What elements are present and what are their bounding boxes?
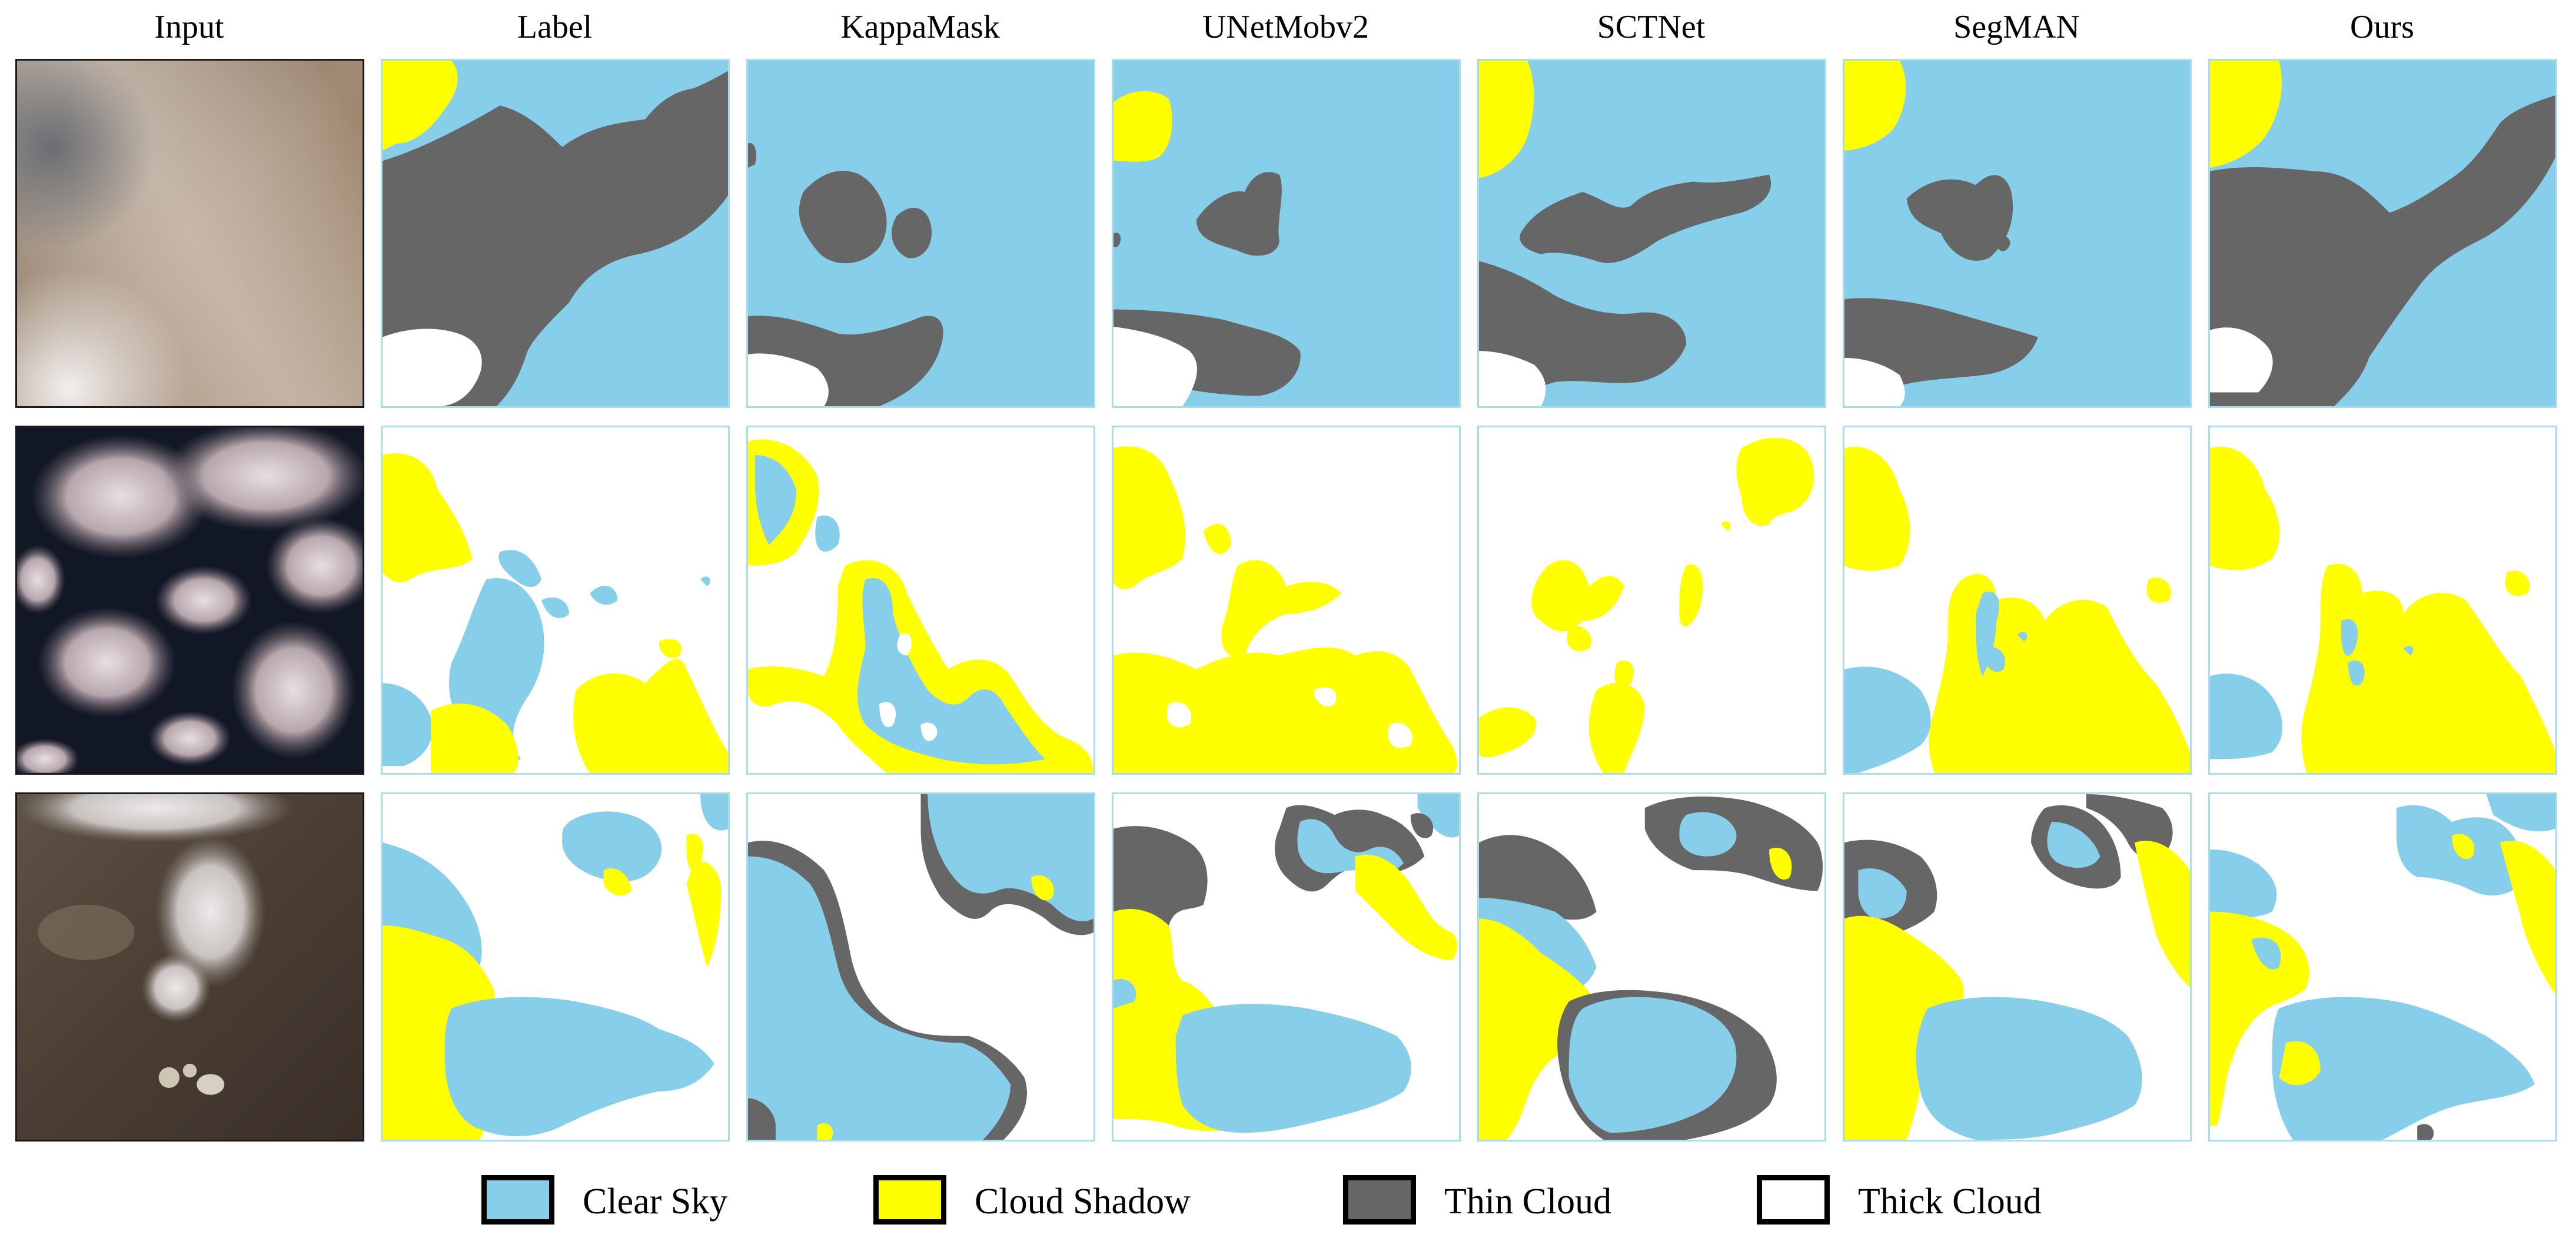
legend-swatch-cloud-shadow: [873, 1175, 946, 1225]
column-header-sctnet: SCTNet: [1597, 9, 1706, 45]
column-header-segman: SegMAN: [1953, 9, 2080, 45]
kappamask-mask-row-2: [746, 426, 1095, 775]
unetmobv2-mask-row-1: [1112, 59, 1461, 408]
legend-item-thick-cloud: Thick Cloud: [1757, 1175, 2110, 1228]
legend-item-clear-sky: Clear Sky: [481, 1175, 835, 1228]
unetmobv2-mask-row-3: [1112, 792, 1461, 1142]
column-header-ours: Ours: [2350, 9, 2414, 45]
segman-mask-row-2: [1843, 426, 2192, 775]
sctnet-mask-row-2: [1477, 426, 1826, 775]
ours-mask-row-2: [2208, 426, 2557, 775]
segman-mask-row-3: [1843, 792, 2192, 1142]
kappamask-mask-row-1: [746, 59, 1095, 408]
label-mask-row-1: [381, 59, 730, 408]
column-header-input: Input: [154, 9, 224, 45]
ours-mask-row-3: [2208, 792, 2557, 1142]
input-image-row-1: [15, 59, 364, 408]
legend-swatch-clear-sky: [481, 1175, 554, 1225]
legend-item-cloud-shadow: Cloud Shadow: [873, 1175, 1285, 1228]
sctnet-mask-row-1: [1477, 59, 1826, 408]
label-mask-row-3: [381, 792, 730, 1142]
legend-label-clear-sky: Clear Sky: [583, 1182, 728, 1222]
legend-label-thin-cloud: Thin Cloud: [1444, 1182, 1612, 1222]
legend-label-cloud-shadow: Cloud Shadow: [975, 1182, 1191, 1222]
input-image-row-2: [15, 426, 364, 775]
unetmobv2-mask-row-2: [1112, 426, 1461, 775]
column-header-unetmobv2: UNetMobv2: [1202, 9, 1370, 45]
legend-label-thick-cloud: Thick Cloud: [1858, 1182, 2042, 1222]
input-image-row-3: [15, 792, 364, 1142]
label-mask-row-2: [381, 426, 730, 775]
legend-swatch-thin-cloud: [1343, 1175, 1416, 1225]
sctnet-mask-row-3: [1477, 792, 1826, 1142]
segman-mask-row-1: [1843, 59, 2192, 408]
column-header-kappamask: KappaMask: [840, 9, 1000, 45]
legend-item-thin-cloud: Thin Cloud: [1343, 1175, 1696, 1228]
legend-swatch-thick-cloud: [1757, 1175, 1830, 1225]
ours-mask-row-1: [2208, 59, 2557, 408]
kappamask-mask-row-3: [746, 792, 1095, 1142]
column-header-label: Label: [517, 9, 593, 45]
